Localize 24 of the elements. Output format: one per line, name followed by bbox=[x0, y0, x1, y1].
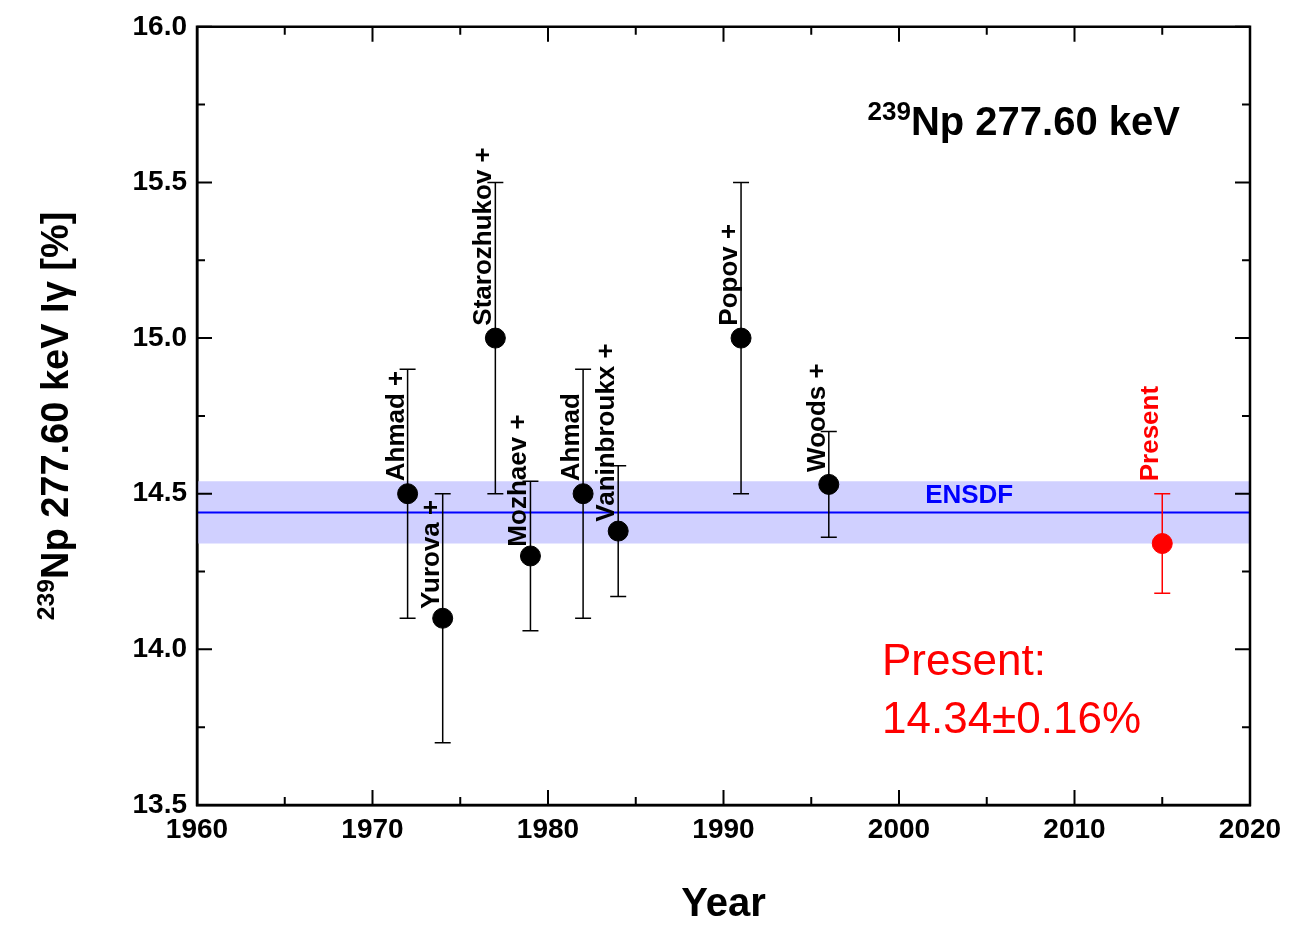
y-tick-label: 16.0 bbox=[132, 9, 187, 41]
annotation: Present bbox=[1134, 385, 1165, 482]
y-tick-label: 14.5 bbox=[132, 476, 187, 508]
annotation: Woods + bbox=[800, 363, 831, 472]
annotation: Present: 14.34±0.16% bbox=[882, 634, 1142, 742]
x-tick-label: 1990 bbox=[692, 812, 755, 844]
annotation: Popov + bbox=[713, 223, 744, 326]
y-axis-title: 239Np 277.60 keV Iγ [%] bbox=[31, 211, 76, 621]
annotation: Starozhukov + bbox=[467, 147, 498, 326]
ref-line-label: ENSDF bbox=[925, 478, 1014, 509]
y-tick-label: 15.0 bbox=[132, 320, 187, 352]
x-tick-label: 2000 bbox=[867, 812, 931, 844]
annotation: Ahmad + bbox=[379, 370, 410, 482]
x-tick-label: 2020 bbox=[1218, 812, 1282, 844]
annotation: Mozhaev + bbox=[502, 414, 533, 547]
y-tick-label: 15.5 bbox=[132, 165, 187, 197]
x-tick-label: 1980 bbox=[516, 812, 580, 844]
annotation: Yurova + bbox=[414, 499, 445, 609]
annotation: Vaninbroukx + bbox=[590, 343, 621, 522]
x-axis-title: Year bbox=[681, 880, 766, 925]
x-tick-label: 1970 bbox=[341, 812, 404, 844]
annotation: Ahmad bbox=[555, 393, 586, 482]
y-tick-label: 14.0 bbox=[132, 632, 187, 664]
x-tick-label: 2010 bbox=[1043, 812, 1106, 844]
